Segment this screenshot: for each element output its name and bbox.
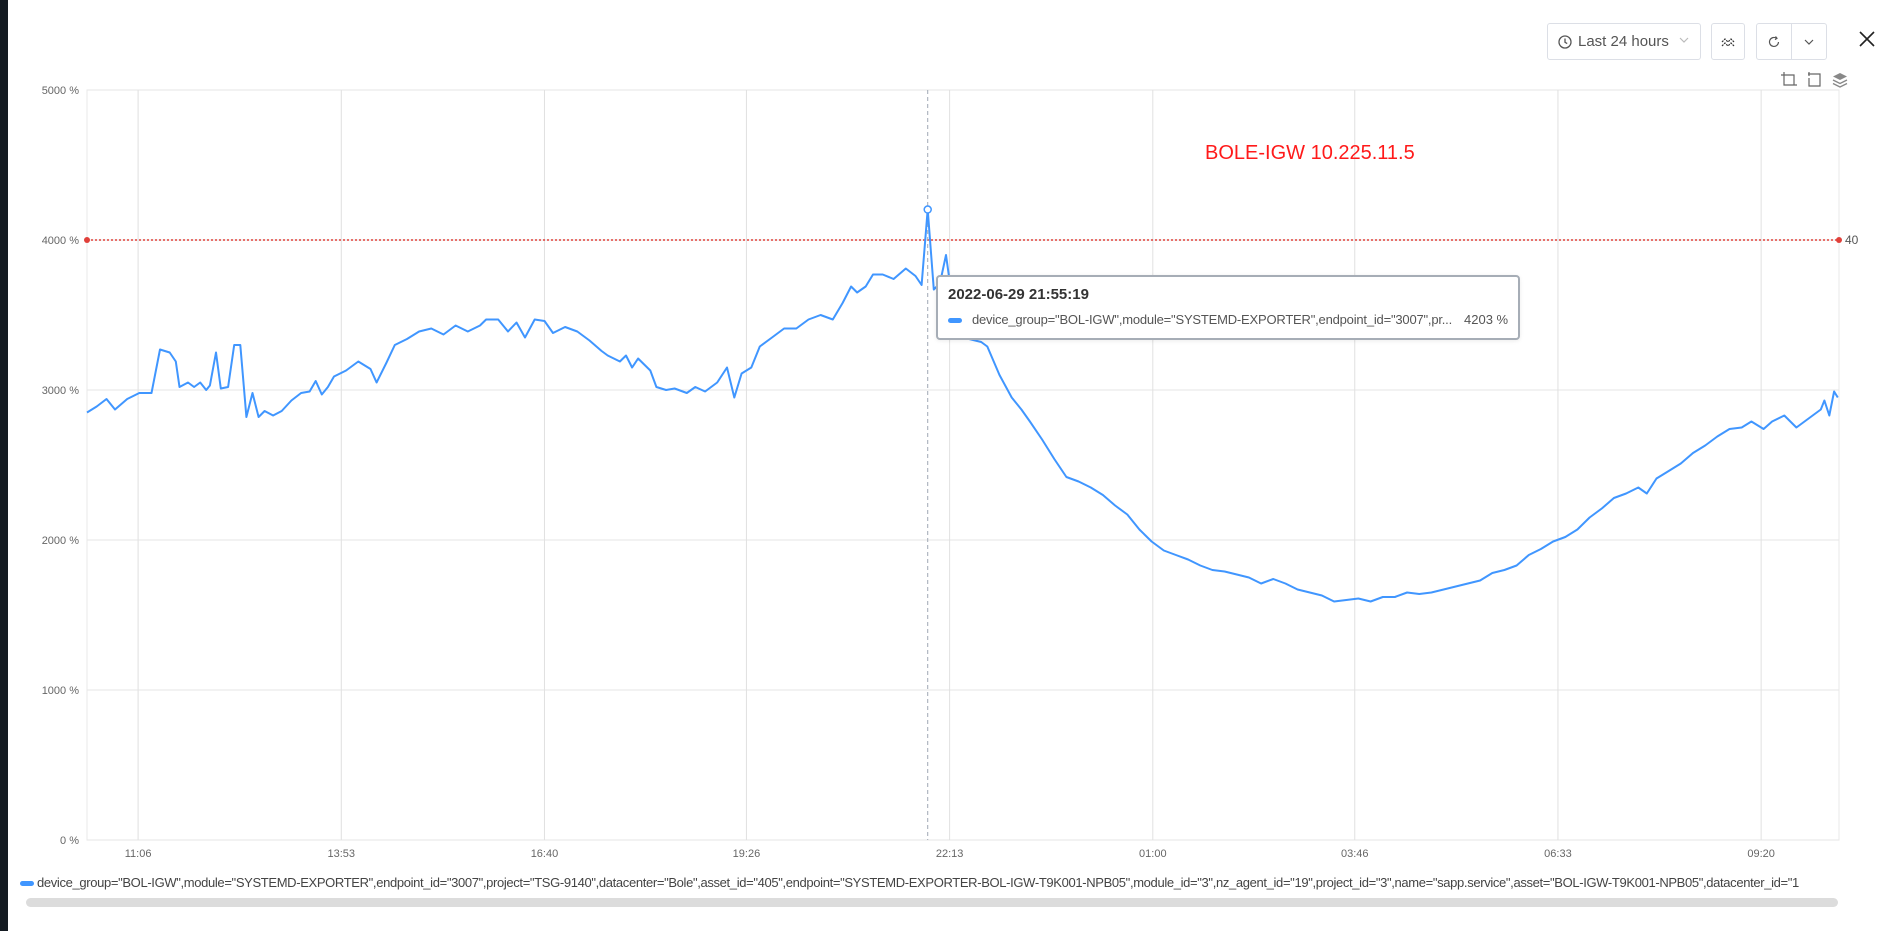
x-tick-label: 13:53: [328, 848, 356, 860]
tooltip: 2022-06-29 21:55:19 device_group="BOL-IG…: [936, 275, 1521, 340]
window-edge: [0, 0, 8, 931]
refresh-interval-dropdown[interactable]: [1791, 23, 1827, 60]
tooltip-time: 2022-06-29 21:55:19: [948, 286, 1089, 303]
x-tick-label: 19:26: [733, 848, 761, 860]
horizontal-scrollbar[interactable]: [26, 898, 1838, 907]
x-tick-label: 11:06: [125, 848, 152, 860]
y-tick-label: 5000 %: [42, 85, 80, 97]
legend-marker: [20, 881, 34, 887]
x-tick-label: 22:13: [936, 848, 964, 860]
x-tick-label: 06:33: [1544, 848, 1572, 860]
legend: device_group="BOL-IGW",module="SYSTEMD-E…: [20, 875, 1884, 893]
chart-annotation-title: BOLE-IGW 10.225.11.5: [1205, 142, 1415, 164]
time-range-label: Last 24 hours: [1578, 33, 1669, 50]
legend-item[interactable]: device_group="BOL-IGW",module="SYSTEMD-E…: [20, 875, 1799, 890]
tooltip-series-marker: [948, 317, 962, 323]
tooltip-row: device_group="BOL-IGW",module="SYSTEMD-E…: [948, 312, 1508, 328]
x-tick-label: 09:20: [1747, 848, 1775, 860]
plot-frame: [86, 89, 1840, 841]
series-line: [86, 208, 1839, 603]
threshold-start-marker: [84, 237, 90, 243]
refresh-button[interactable]: [1756, 23, 1792, 60]
tooltip-value: 4203 %: [1464, 312, 1509, 327]
close-icon[interactable]: [1856, 28, 1878, 50]
y-tick-label: 3000 %: [42, 385, 80, 397]
legend-label: device_group="BOL-IGW",module="SYSTEMD-E…: [37, 875, 1799, 890]
chevron-down-icon: [1679, 37, 1689, 43]
x-tick-label: 01:00: [1139, 848, 1167, 860]
layers-icon[interactable]: [1831, 71, 1849, 89]
y-tick-label: 1000 %: [42, 685, 80, 697]
compare-icon: [1721, 37, 1735, 47]
undo-crop-icon[interactable]: [1805, 71, 1823, 89]
chevron-down-icon: [1804, 39, 1814, 45]
y-tick-label: 0 %: [60, 835, 79, 847]
crop-icon[interactable]: [1780, 71, 1798, 89]
tooltip-series-name: device_group="BOL-IGW",module="SYSTEMD-E…: [972, 312, 1453, 327]
threshold-label: 40: [1845, 233, 1859, 247]
hovered-data-point: [923, 205, 932, 214]
refresh-icon: [1768, 35, 1780, 47]
compare-button[interactable]: [1711, 23, 1745, 60]
clock-icon: [1558, 34, 1572, 49]
x-tick-label: 03:46: [1341, 848, 1369, 860]
x-tick-label: 16:40: [531, 848, 559, 860]
y-tick-label: 4000 %: [42, 235, 80, 247]
threshold-end-marker: [1836, 237, 1842, 243]
y-tick-label: 2000 %: [42, 535, 80, 547]
time-range-picker[interactable]: Last 24 hours: [1547, 23, 1701, 60]
